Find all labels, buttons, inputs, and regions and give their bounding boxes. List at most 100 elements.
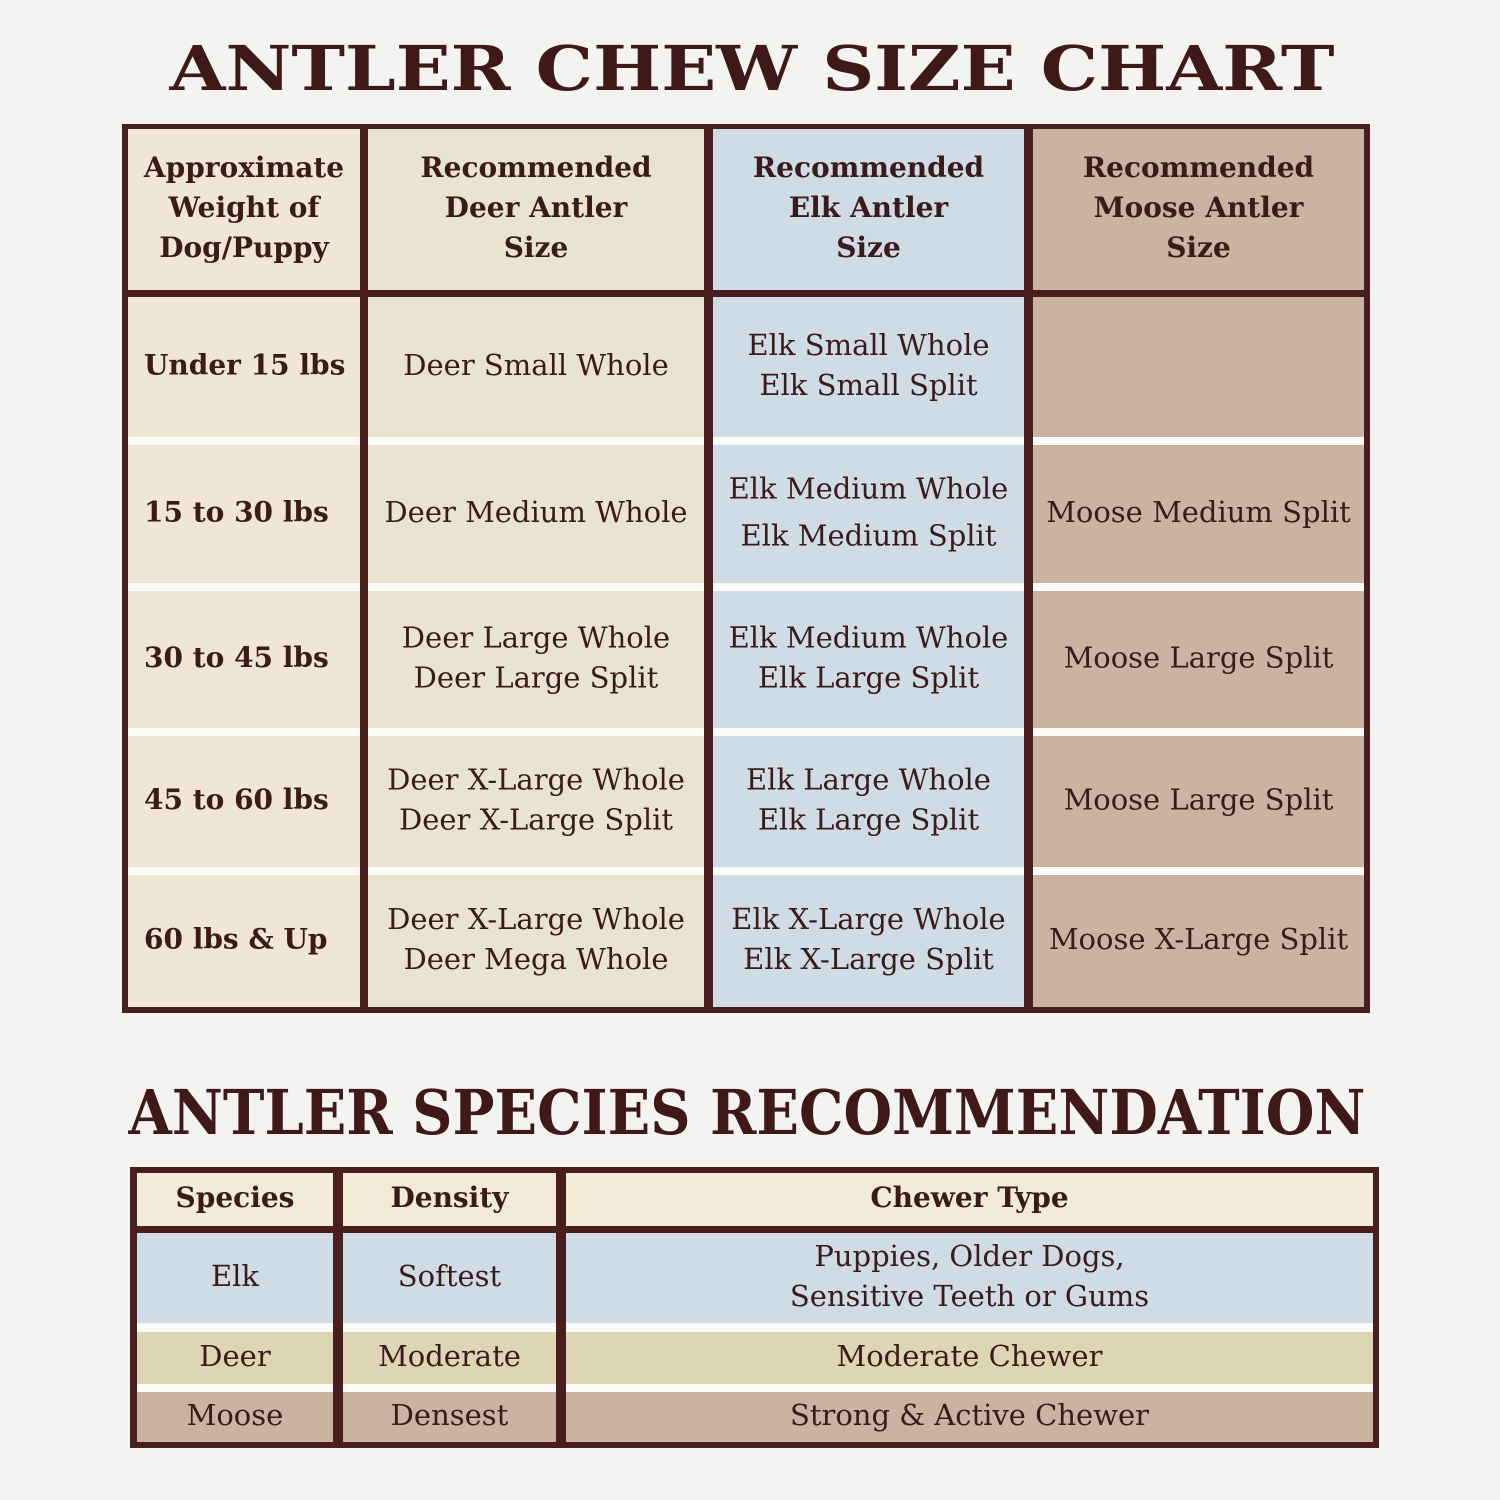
table-cell [128,445,360,583]
row-gap [368,583,704,591]
table-cell [368,445,704,583]
cell-text: Moose [187,1398,284,1432]
cell-text: Moose X-Large Split [1049,922,1349,956]
cell-text: Elk Small Split [759,368,978,402]
species-chart-title: ANTLER SPECIES RECOMMENDATION [128,1076,1366,1149]
header-text: Chewer Type [870,1181,1068,1214]
cell-text: Moderate Chewer [837,1339,1103,1373]
table-cell [343,1233,556,1323]
row-gap [1033,728,1364,736]
cell-text: Deer Medium Whole [384,495,687,529]
cell-text: 15 to 30 lbs [144,496,329,529]
table-cell [128,297,360,437]
header-text: Size [836,231,901,264]
header-text: Species [176,1181,295,1214]
cell-text: Strong & Active Chewer [790,1398,1149,1432]
header-text: Approximate [143,151,344,184]
cell-text: Deer X-Large Whole [387,763,685,797]
row-gap [343,1323,556,1332]
table-cell [137,1233,333,1323]
table-cell [566,1173,1373,1226]
cell-text: Under 15 lbs [144,349,345,382]
table-cell [137,1173,333,1226]
table-cell [368,736,704,867]
cell-text: Deer X-Large Whole [387,902,685,936]
row-gap [566,1384,1373,1392]
cell-text: Deer Small Whole [403,348,668,382]
cell-text: Moose Medium Split [1046,495,1351,529]
header-text: Recommended [753,151,984,184]
table-cell [128,875,360,1007]
header-text: Recommended [420,151,651,184]
table-cell [1033,591,1364,728]
header-text: Dog/Puppy [159,231,329,264]
cell-text: Sensitive Teeth or Gums [790,1279,1149,1313]
table-cell [128,736,360,867]
table-cell [1033,297,1364,437]
header-text: Recommended [1083,151,1314,184]
cell-text: Deer X-Large Split [399,803,673,837]
cell-text: Elk [211,1259,259,1293]
row-gap [368,437,704,445]
row-gap [713,437,1024,445]
row-gap [128,583,360,591]
cell-text: Densest [391,1398,509,1432]
table-cell [128,129,360,290]
table-cell [566,1392,1373,1442]
row-gap [128,867,360,875]
header-text: Weight of [168,191,322,224]
size-chart-title: ANTLER CHEW SIZE CHART [168,32,1334,105]
cell-text: Elk X-Large Whole [731,902,1005,936]
table-cell [343,1173,556,1226]
table-cell [1033,445,1364,583]
header-text: Size [504,231,569,264]
row-gap [566,1323,1373,1332]
cell-text: Elk X-Large Split [743,942,994,976]
table-cell [137,1392,333,1442]
cell-text: Elk Small Whole [747,328,989,362]
table-cell [137,1332,333,1384]
cell-text: Deer [199,1339,271,1373]
cell-text: Deer Large Whole [402,621,670,655]
table-cell [713,297,1024,437]
cell-text: Elk Large Split [758,803,980,837]
table-cell [368,591,704,728]
row-gap [1033,867,1364,875]
table-cell [343,1392,556,1442]
row-gap [368,867,704,875]
header-text: Elk Antler [789,191,950,224]
row-gap [128,728,360,736]
header-text: Density [390,1181,509,1214]
table-cell [713,591,1024,728]
cell-text: 30 to 45 lbs [144,641,329,674]
header-text: Deer Antler [445,191,629,224]
row-gap [713,728,1024,736]
table-cell [713,445,1024,583]
table-cell [566,1233,1373,1323]
row-gap [1033,583,1364,591]
table-cell [713,875,1024,1007]
cell-text: Moderate [378,1339,521,1373]
cell-text: Puppies, Older Dogs, [814,1239,1124,1273]
row-gap [137,1323,333,1332]
header-text: Moose Antler [1094,191,1305,224]
cell-text: Moose Large Split [1064,641,1334,675]
cell-text: Elk Large Split [758,661,980,695]
cell-text: 60 lbs & Up [144,923,327,956]
row-gap [713,583,1024,591]
table-cell [368,297,704,437]
cell-text: Deer Large Split [414,661,659,695]
row-gap [137,1384,333,1392]
header-text: Size [1166,231,1231,264]
table-cell [1033,875,1364,1007]
cell-text: 45 to 60 lbs [144,783,329,816]
row-gap [368,728,704,736]
row-gap [1033,437,1364,445]
cell-text: Moose Large Split [1064,783,1334,817]
table-cell [128,591,360,728]
table-cell [368,875,704,1007]
row-gap [128,437,360,445]
row-gap [343,1384,556,1392]
table-cell [713,736,1024,867]
